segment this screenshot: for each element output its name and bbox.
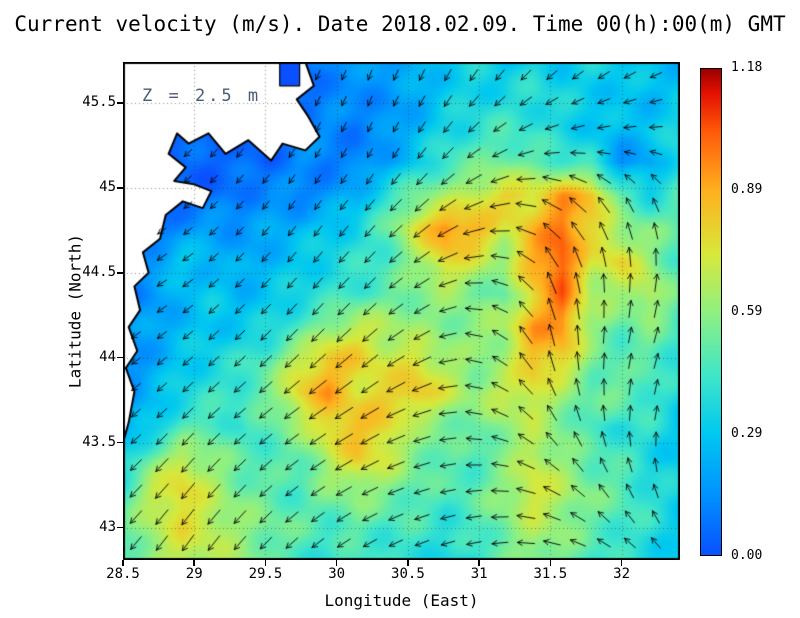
x-tick-label: 28.5 (106, 566, 140, 582)
y-tick-label: 43.5 (82, 433, 116, 450)
tick-mark (193, 560, 195, 566)
tick-mark (117, 526, 123, 529)
tick-mark (620, 560, 623, 566)
tick-mark (117, 102, 123, 104)
y-tick-label: 43 (99, 518, 116, 535)
tick-mark (264, 560, 267, 566)
x-tick-label: 29 (185, 566, 203, 582)
colorbar-tick-label: 1.18 (731, 60, 763, 75)
tick-mark (117, 187, 123, 189)
tick-mark (407, 560, 409, 566)
tick-mark (122, 560, 124, 566)
tick-mark (478, 560, 480, 566)
x-tick-label: 32 (613, 566, 630, 582)
tick-mark (117, 272, 123, 274)
colorbar-tick-label: 0.00 (731, 548, 763, 563)
x-axis-label: Longitude (East) (324, 591, 479, 610)
colorbar-tick-label: 0.59 (731, 304, 763, 319)
x-tick-label: 31 (470, 566, 488, 582)
colorbar-tick-label: 0.89 (731, 182, 763, 197)
chart-title: Current velocity (m/s). Date 2018.02.09.… (14, 12, 786, 36)
y-tick-label: 44.5 (82, 263, 116, 280)
tick-mark (335, 560, 338, 566)
colorbar (700, 68, 722, 556)
map-plot-area (123, 62, 680, 560)
y-tick-label: 45.5 (82, 93, 116, 110)
y-tick-label: 45 (99, 178, 116, 195)
tick-mark (117, 441, 123, 444)
x-tick-label: 30.5 (391, 566, 425, 582)
y-axis-label: Latitude (North) (65, 233, 85, 389)
y-tick-label: 44 (99, 348, 116, 365)
tick-mark (549, 560, 552, 566)
depth-annotation: Z = 2.5 m (142, 86, 262, 106)
x-tick-label: 29.5 (248, 566, 283, 582)
x-tick-label: 31.5 (533, 566, 568, 582)
x-tick-label: 30 (328, 566, 346, 582)
colorbar-tick-label: 0.29 (731, 426, 763, 441)
tick-mark (117, 356, 123, 359)
